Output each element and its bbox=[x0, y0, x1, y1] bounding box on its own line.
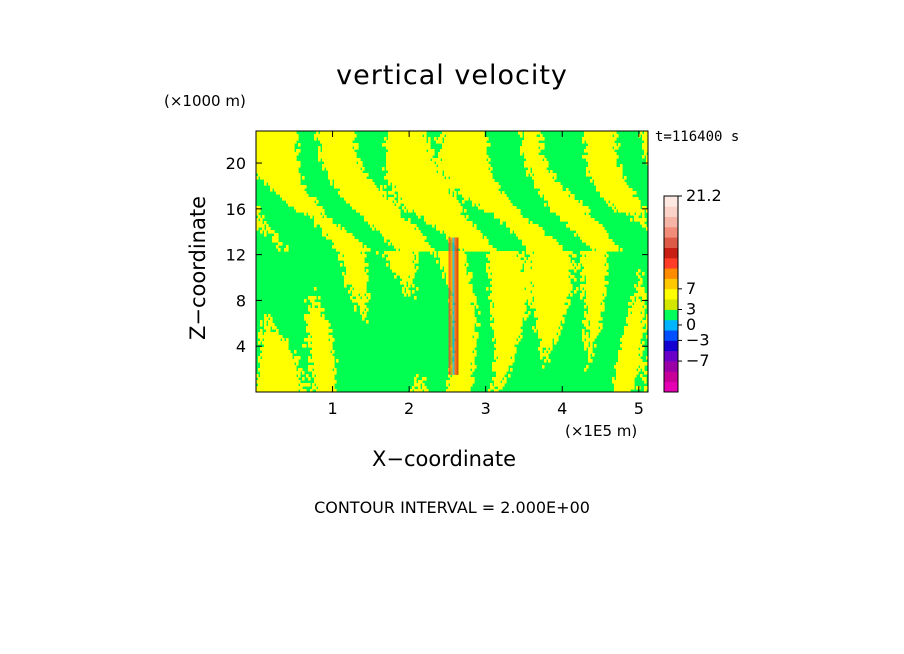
colorbar-label: 21.2 bbox=[686, 186, 722, 205]
contour-interval-label: CONTOUR INTERVAL = 2.000E+00 bbox=[314, 498, 590, 517]
colorbar-band bbox=[664, 309, 678, 321]
y-tick-label: 8 bbox=[236, 291, 246, 310]
y-tick-label: 20 bbox=[226, 154, 246, 173]
colorbar-band bbox=[664, 247, 678, 259]
colorbar-band bbox=[664, 381, 678, 393]
colorbar-band bbox=[664, 268, 678, 279]
colorbar-band bbox=[664, 196, 678, 207]
plot-frame bbox=[255, 130, 649, 393]
colorbar-band bbox=[664, 206, 678, 217]
x-axis-unit: (×1E5 m) bbox=[565, 422, 638, 440]
x-tick-label: 5 bbox=[634, 399, 644, 418]
colorbar-band bbox=[664, 350, 678, 362]
colorbar-band bbox=[664, 237, 678, 248]
y-tick-label: 4 bbox=[236, 337, 246, 356]
colorbar-band bbox=[664, 257, 678, 269]
colorbar-label: 3 bbox=[686, 299, 696, 318]
colorbar-band bbox=[664, 299, 678, 310]
colorbar-band bbox=[664, 288, 678, 300]
chart-title: vertical velocity bbox=[336, 60, 568, 91]
x-tick-label: 3 bbox=[481, 399, 491, 418]
colorbar-frame bbox=[663, 195, 679, 393]
colorbar-band bbox=[664, 330, 678, 341]
x-tick-label: 2 bbox=[404, 399, 414, 418]
x-tick-label: 4 bbox=[557, 399, 567, 418]
x-tick-label: 1 bbox=[327, 399, 337, 418]
colorbar-label: −3 bbox=[686, 330, 710, 349]
colorbar-band bbox=[664, 340, 678, 352]
colorbar-label: −7 bbox=[686, 351, 710, 370]
colorbar-band bbox=[664, 278, 678, 290]
y-tick-label: 16 bbox=[226, 200, 246, 219]
z-axis-unit: (×1000 m) bbox=[164, 92, 246, 110]
colorbar-band bbox=[664, 371, 678, 383]
colorbar-band bbox=[664, 319, 678, 331]
x-axis-label: X−coordinate bbox=[372, 447, 516, 471]
colorbar-label: 0 bbox=[686, 315, 696, 334]
colorbar-band bbox=[664, 361, 678, 372]
colorbar-band bbox=[664, 226, 678, 238]
updraft-core bbox=[448, 237, 459, 375]
time-stamp: t=116400 s bbox=[655, 129, 740, 145]
colorbar-band bbox=[664, 216, 678, 228]
y-tick-label: 12 bbox=[226, 246, 246, 265]
colorbar-label: 7 bbox=[686, 279, 696, 298]
